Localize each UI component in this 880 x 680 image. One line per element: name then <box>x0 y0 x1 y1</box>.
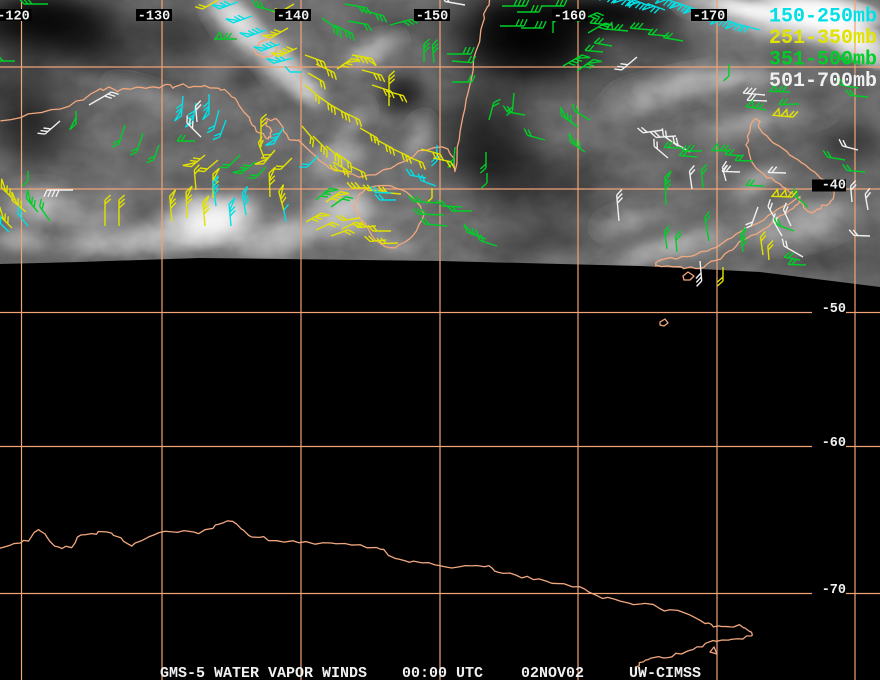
svg-text:-40: -40 <box>822 179 846 194</box>
svg-text:-70: -70 <box>822 583 846 598</box>
svg-text:-170: -170 <box>693 10 725 25</box>
svg-text:-60: -60 <box>822 436 846 451</box>
svg-text:-130: -130 <box>138 10 170 25</box>
svg-text:00:00 UTC: 00:00 UTC <box>402 665 483 680</box>
svg-text:02NOV02: 02NOV02 <box>521 665 584 680</box>
svg-text:-150: -150 <box>416 10 448 25</box>
svg-text:GMS-5 WATER VAPOR WINDS: GMS-5 WATER VAPOR WINDS <box>160 665 367 680</box>
svg-text:-50: -50 <box>822 302 846 317</box>
svg-text:-160: -160 <box>554 10 586 25</box>
svg-text:501-700mb: 501-700mb <box>769 70 877 93</box>
svg-text:150-250mb: 150-250mb <box>769 6 877 29</box>
svg-text:251-350mb: 251-350mb <box>769 27 877 50</box>
svg-text:-120: -120 <box>0 10 30 25</box>
svg-text:-140: -140 <box>277 10 309 25</box>
svg-text:351-500mb: 351-500mb <box>769 49 877 72</box>
svg-text:UW-CIMSS: UW-CIMSS <box>629 665 701 680</box>
